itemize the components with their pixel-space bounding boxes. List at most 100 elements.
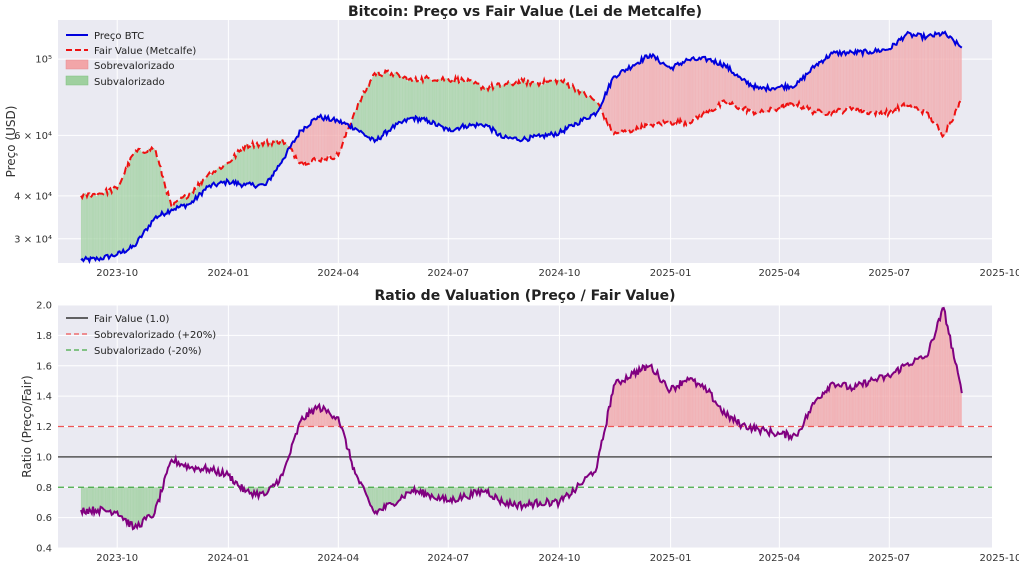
undervalued-region: [90, 196, 92, 259]
undervalued-region: [448, 79, 450, 131]
undervalued-region: [456, 77, 458, 129]
overvalued-region: [844, 382, 846, 427]
undervalued-region: [119, 487, 121, 517]
overvalued-region: [902, 364, 904, 427]
undervalued-region: [257, 143, 259, 187]
overvalued-region: [715, 59, 717, 110]
undervalued-region: [355, 110, 357, 130]
undervalued-region: [455, 77, 457, 130]
overvalued-region: [887, 49, 890, 116]
overvalued-region: [633, 65, 635, 133]
undervalued-region: [228, 162, 230, 185]
undervalued-region: [231, 157, 234, 183]
undervalued-region: [104, 487, 107, 512]
overvalued-region: [697, 383, 700, 427]
undervalued-region: [163, 177, 165, 216]
undervalued-region: [89, 193, 91, 262]
undervalued-region: [120, 487, 123, 517]
undervalued-region: [567, 83, 570, 128]
overvalued-region: [296, 136, 299, 163]
y-tick-label: 1.4: [36, 392, 52, 403]
overvalued-region: [624, 69, 627, 133]
overvalued-region: [885, 49, 887, 114]
overvalued-region: [682, 62, 684, 126]
overvalued-region: [932, 338, 935, 427]
undervalued-region: [499, 83, 501, 135]
undervalued-region: [438, 78, 440, 126]
overvalued-region: [898, 39, 901, 110]
undervalued-region: [223, 163, 226, 185]
overvalued-region: [901, 364, 903, 427]
overvalued-region: [851, 388, 854, 427]
undervalued-region: [238, 150, 240, 185]
undervalued-region: [499, 487, 501, 504]
undervalued-region: [406, 77, 408, 122]
overvalued-region: [703, 56, 706, 116]
overvalued-region: [636, 62, 638, 129]
legend-under-swatch: [65, 75, 89, 86]
undervalued-region: [122, 176, 124, 253]
undervalued-region: [549, 80, 552, 135]
price-chart-x-ticks: 2023-10 2024-01 2024-04 2024-07 2024-10 2025-…: [96, 268, 1019, 279]
overvalued-region: [912, 362, 914, 427]
undervalued-region: [93, 193, 95, 258]
undervalued-region: [553, 487, 556, 502]
undervalued-region: [132, 152, 135, 247]
x-tick-label: 2025-10: [980, 553, 1019, 564]
undervalued-region: [478, 83, 480, 126]
undervalued-region: [106, 487, 108, 512]
undervalued-region: [137, 487, 139, 528]
overvalued-region: [957, 43, 960, 110]
overvalued-region: [639, 63, 641, 131]
overvalued-region: [792, 87, 794, 106]
undervalued-region: [381, 487, 384, 511]
undervalued-region: [424, 77, 426, 121]
y-tick-label: 10⁵: [35, 55, 52, 66]
overvalued-region: [651, 54, 653, 127]
overvalued-region: [910, 33, 913, 109]
undervalued-region: [542, 79, 545, 138]
overvalued-region: [669, 66, 671, 124]
undervalued-region: [492, 86, 495, 130]
undervalued-region: [83, 487, 85, 513]
undervalued-region: [497, 83, 500, 136]
overvalued-region: [827, 387, 829, 427]
overvalued-region: [930, 34, 932, 121]
overvalued-region: [790, 86, 792, 104]
undervalued-region: [441, 77, 443, 127]
undervalued-region: [390, 73, 392, 131]
undervalued-region: [219, 167, 222, 183]
overvalued-region: [750, 83, 752, 109]
overvalued-region: [915, 35, 917, 108]
undervalued-region: [495, 84, 497, 135]
overvalued-region: [820, 60, 822, 113]
undervalued-region: [249, 146, 252, 185]
overvalued-region: [747, 81, 750, 111]
undervalued-region: [528, 79, 530, 142]
overvalued-region: [636, 370, 638, 427]
overvalued-region: [947, 326, 949, 427]
undervalued-region: [85, 487, 87, 514]
overvalued-region: [865, 49, 867, 112]
undervalued-region: [529, 79, 531, 141]
overvalued-region: [642, 365, 645, 427]
overvalued-region: [716, 63, 718, 109]
overvalued-region: [626, 375, 628, 427]
overvalued-region: [825, 55, 827, 115]
undervalued-region: [593, 100, 596, 116]
x-tick-label: 2025-01: [650, 268, 692, 279]
overvalued-region: [959, 45, 961, 103]
overvalued-region: [947, 36, 949, 128]
undervalued-region: [123, 487, 125, 520]
undervalued-region: [139, 487, 142, 527]
undervalued-region: [160, 166, 162, 216]
undervalued-region: [561, 81, 564, 133]
overvalued-region: [938, 319, 941, 427]
overvalued-region: [772, 88, 774, 111]
undervalued-region: [94, 487, 96, 514]
undervalued-region: [505, 83, 508, 138]
undervalued-region: [216, 167, 219, 187]
undervalued-region: [419, 81, 421, 121]
overvalued-region: [628, 377, 631, 427]
